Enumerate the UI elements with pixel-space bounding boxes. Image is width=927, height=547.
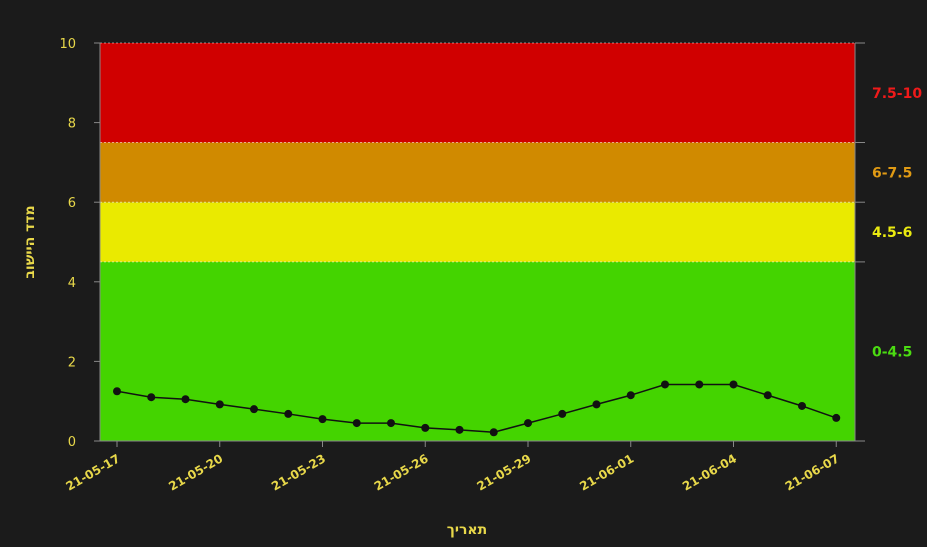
y-tick-label: 10: [59, 37, 76, 52]
band-1: [100, 202, 855, 262]
band-label-3: 7.5-10: [872, 86, 922, 102]
y-tick-label: 0: [68, 435, 76, 450]
data-point: [729, 380, 738, 389]
data-point: [318, 415, 327, 424]
data-point: [832, 413, 841, 422]
data-point: [626, 391, 635, 400]
band-2: [100, 142, 855, 203]
data-point: [215, 400, 224, 409]
data-point: [250, 405, 258, 414]
x-tick-label: 21-05-26: [372, 451, 431, 493]
x-tick-label: 21-05-17: [63, 451, 122, 493]
series: [113, 380, 841, 437]
data-point: [524, 419, 532, 428]
x-tick-label: 21-05-20: [166, 451, 225, 493]
y-tick-label: 2: [68, 355, 76, 370]
y-tick-label: 8: [68, 117, 76, 132]
data-point: [558, 409, 567, 418]
data-point: [661, 380, 669, 389]
band-labels: 0-4.5 4.5-6 6-7.5 7.5-10: [872, 86, 922, 361]
data-point: [181, 395, 190, 404]
y-axis-title: מדד היישוב: [22, 205, 38, 278]
data-point: [387, 419, 395, 428]
data-point: [695, 380, 704, 389]
data-point: [455, 425, 464, 434]
risk-bands: [100, 42, 865, 441]
y-tick-label: 6: [68, 196, 76, 211]
data-point: [421, 423, 430, 432]
data-point: [113, 387, 121, 396]
x-tick-label: 21-06-04: [680, 451, 739, 493]
band-label-0: 0-4.5: [872, 344, 912, 360]
y-ticks: 0 2 4 6 8 10: [59, 37, 100, 450]
y-tick-label: 4: [68, 276, 76, 291]
band-3: [100, 43, 855, 143]
data-point: [147, 393, 156, 402]
x-tick-label: 21-05-23: [269, 451, 328, 493]
band-0: [100, 261, 855, 441]
x-axis-title: תאריך: [447, 522, 487, 538]
data-point: [798, 401, 806, 410]
data-point: [352, 419, 361, 428]
data-point: [489, 428, 498, 437]
x-ticks: 21-05-17 21-05-20 21-05-23 21-05-26 21-05-29…: [63, 441, 842, 494]
x-tick-label: 21-06-01: [577, 451, 636, 493]
data-point: [284, 409, 293, 418]
x-tick-label: 21-06-07: [783, 451, 842, 493]
data-point: [592, 400, 601, 409]
data-point: [763, 391, 772, 400]
band-label-2: 6-7.5: [872, 165, 912, 181]
series-line-0: [116, 383, 837, 434]
x-tick-label: 21-05-29: [474, 451, 533, 493]
band-label-1: 4.5-6: [872, 225, 912, 241]
axes: [99, 43, 865, 442]
